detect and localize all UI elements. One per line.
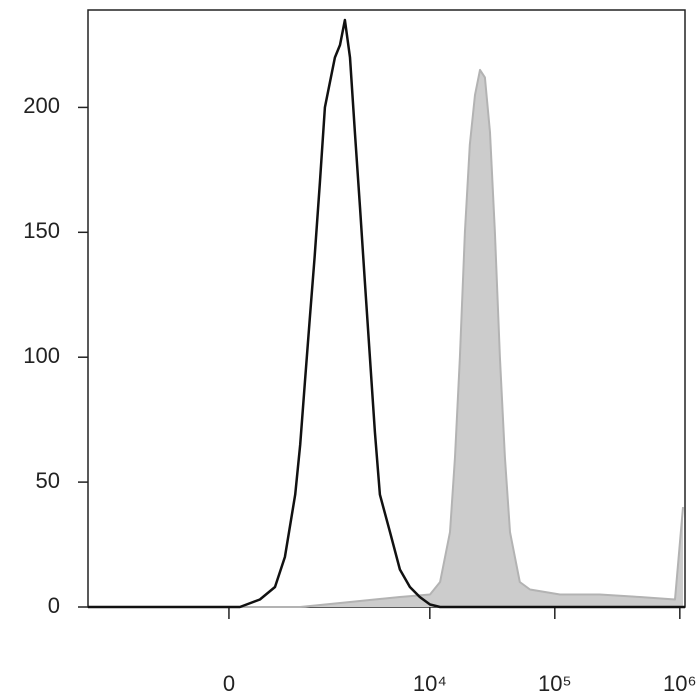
y-tick-label: 100 bbox=[23, 343, 60, 368]
histogram-line bbox=[88, 18, 685, 609]
x-tick-label: 0 bbox=[223, 671, 235, 696]
histogram-area bbox=[88, 69, 683, 607]
y-tick-label: 50 bbox=[36, 468, 60, 493]
x-tick-label: 10⁴ bbox=[413, 671, 447, 696]
x-tick-label: 10⁶ bbox=[663, 671, 697, 696]
x-tick-label: 10⁵ bbox=[538, 671, 572, 696]
y-tick-label: 150 bbox=[23, 218, 60, 243]
histogram-line bbox=[88, 68, 684, 608]
y-tick-label: 200 bbox=[23, 93, 60, 118]
y-tick-label: 0 bbox=[48, 593, 60, 618]
